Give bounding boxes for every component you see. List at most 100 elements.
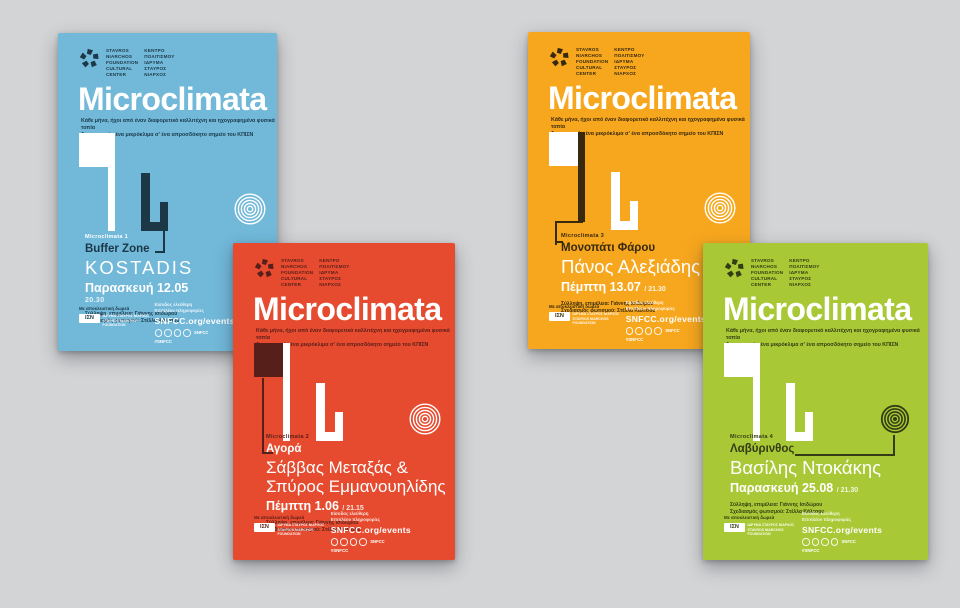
snfcc-logo: STAVROS NIARCHOS FOUNDATION CULTURAL CEN…: [549, 47, 645, 77]
credits: Σύλληψη, επιμέλεια: Γιάννης Ισιδώρου Σχε…: [561, 301, 656, 314]
instagram-icon: [821, 538, 829, 546]
connector-line: [795, 435, 895, 456]
poster-title: Microclimata: [253, 291, 442, 327]
facebook-icon: [330, 538, 339, 546]
square-shape: [549, 132, 583, 166]
snfcc-logo: STAVROS NIARCHOS FOUNDATION CULTURAL CEN…: [79, 48, 175, 78]
instagram-icon: [173, 329, 182, 337]
event-block: Microclimata 3 Μονοπάτι Φάρου Πάνος Αλεξ…: [528, 233, 742, 314]
poster-title: Microclimata: [548, 80, 737, 116]
snfcc-logo-text-en: STAVROS NIARCHOS FOUNDATION CULTURAL CEN…: [281, 258, 314, 287]
snfcc-logo-text-gr: ΚΕΝΤΡΟ ΠΟΛΙΤΙΣΜΟΥ ΙΔΡΥΜΑ ΣΤΑΥΡΟΣ ΝΙΑΡΧΟΣ: [144, 48, 175, 77]
entrance-info: Είσοδος ελεύθερη Επιπλέον πληροφορίες: [154, 302, 204, 313]
social-handle: SNFCC: [370, 539, 385, 545]
labyrinth-icon: [234, 193, 266, 225]
event-date: Πέμπτη 1.06 / 21.15: [266, 499, 364, 513]
youtube-icon: [359, 538, 367, 546]
series-label: Microclimata 1: [85, 234, 129, 240]
poster-subtitle: Κάθε μήνα, ήχοι από έναν διαφορετικό καλ…: [726, 328, 920, 348]
donation-label: Με αποκλειστική δωρεά: [724, 515, 775, 521]
entrance-info: Είσοδος ελεύθερη Επιπλέον πληροφορίες: [330, 511, 381, 522]
event-date: Παρασκευή 12.05 20.30: [85, 281, 269, 304]
event-title: Buffer Zone: [85, 243, 150, 255]
snf-logo-text: ΙΔΡΥΜΑ ΣΤΑΥΡΟΣ ΝΙΑΡΧΟΣ STAVROS NIARCHOS …: [277, 523, 325, 537]
artist-name: Βασίλης Ντοκάκης: [730, 457, 882, 478]
social-icons-row: SNFCC: [154, 329, 263, 337]
connector-line-stub: [556, 241, 563, 243]
social-handle: SNFCC: [841, 539, 856, 545]
snfcc-pinwheel-icon: [79, 48, 100, 69]
bar-shape: [108, 133, 115, 231]
social-handle: SNFCC: [665, 328, 680, 334]
youtube-icon: [830, 538, 838, 546]
square-shape: [724, 343, 758, 377]
snfcc-logo: STAVROS NIARCHOS FOUNDATION CULTURAL CEN…: [254, 258, 350, 288]
labyrinth-icon: [879, 403, 911, 435]
hashtag: #SNFCC: [330, 548, 349, 553]
snfcc-pinwheel-icon: [549, 47, 570, 68]
artist-name: KOSTADIS: [85, 257, 194, 278]
snfcc-logo-text-en: STAVROS NIARCHOS FOUNDATION CULTURAL CEN…: [576, 47, 609, 76]
l-shape: [141, 173, 168, 231]
poster-title: Microclimata: [78, 81, 267, 117]
snf-logo-text: ΙΔΡΥΜΑ ΣΤΑΥΡΟΣ ΝΙΑΡΧΟΣ STAVROS NIARCHOS …: [747, 523, 795, 537]
twitter-icon: [340, 538, 348, 546]
event-date: Πέμπτη 13.07 / 21.30: [561, 280, 666, 294]
snf-logo-text: ΙΔΡΥΜΑ ΣΤΑΥΡΟΣ ΝΙΑΡΧΟΣ STAVROS NIARCHOS …: [572, 312, 620, 326]
twitter-icon: [635, 327, 643, 335]
snfcc-url: SNFCC.org/events: [330, 525, 412, 535]
snfcc-url: SNFCC.org/events: [802, 525, 883, 535]
l-shape: [611, 172, 638, 230]
event-title: Αγορά: [266, 443, 302, 455]
event-block: Microclimata 2 Αγορά Σάββας Μεταξάς & Σπ…: [233, 434, 447, 533]
entrance-info: Είσοδος ελεύθερη Επιπλέον πληροφορίες: [625, 300, 676, 311]
poster-footer: Με αποκλειστική δωρεά ΙΣΝ ΙΔΡΥΜΑ ΣΤΑΥΡΟΣ…: [724, 511, 914, 553]
event-block: Microclimata 1 Buffer Zone KOSTADIS Παρα…: [58, 234, 269, 324]
instagram-icon: [644, 327, 653, 335]
snfcc-url: SNFCC.org/events: [154, 316, 235, 326]
donation-label: Με αποκλειστική δωρεά: [254, 515, 305, 521]
series-label: Microclimata 3: [561, 233, 605, 239]
youtube-icon: [183, 329, 191, 337]
event-time: / 21.15: [342, 505, 364, 512]
snf-logo: ΙΣΝ: [254, 522, 275, 532]
poster-microclimata-1: STAVROS NIARCHOS FOUNDATION CULTURAL CEN…: [58, 33, 277, 351]
artist-name: Σάββας Μεταξάς & Σπύρος Εμμανουηλίδης: [266, 458, 446, 496]
event-time: / 21.30: [836, 487, 859, 494]
poster-title: Microclimata: [723, 291, 912, 327]
event-block: Microclimata 4 Λαβύρινθος Βασίλης Ντοκάκ…: [703, 434, 920, 515]
connector-line: [155, 231, 165, 253]
snfcc-logo-text-gr: ΚΕΝΤΡΟ ΠΟΛΙΤΙΣΜΟΥ ΙΔΡΥΜΑ ΣΤΑΥΡΟΣ ΝΙΑΡΧΟΣ: [614, 47, 645, 76]
snfcc-logo-text-gr: ΚΕΝΤΡΟ ΠΟΛΙΤΙΣΜΟΥ ΙΔΡΥΜΑ ΣΤΑΥΡΟΣ ΝΙΑΡΧΟΣ: [319, 258, 350, 287]
snfcc-url: SNFCC.org/events: [625, 314, 707, 324]
snfcc-logo-text-gr: ΚΕΝΤΡΟ ΠΟΛΙΤΙΣΜΟΥ ΙΔΡΥΜΑ ΣΤΑΥΡΟΣ ΝΙΑΡΧΟΣ: [789, 258, 820, 287]
l-shape: [316, 383, 343, 441]
twitter-icon: [811, 538, 819, 546]
twitter-icon: [164, 329, 172, 337]
hashtag: #SNFCC: [154, 339, 173, 344]
event-time: / 21.30: [644, 286, 666, 293]
l-shape: [786, 383, 813, 441]
entrance-info: Είσοδος ελεύθερη Επιπλέον πληροφορίες: [802, 511, 852, 522]
social-icons-row: SNFCC: [625, 327, 736, 335]
donation-label: Με αποκλειστική δωρεά: [549, 304, 600, 310]
credits: Σύλληψη, επιμέλεια: Γιάννης Ισιδώρου Σχε…: [730, 502, 825, 515]
snf-logo: ΙΣΝ: [724, 522, 745, 532]
event-title: Λαβύρινθος: [730, 443, 795, 455]
artist-name: Πάνος Αλεξιάδης: [561, 256, 701, 277]
facebook-icon: [154, 329, 163, 337]
snfcc-logo: STAVROS NIARCHOS FOUNDATION CULTURAL CEN…: [724, 258, 820, 288]
poster-footer: Με αποκλειστική δωρεά ΙΣΝ ΙΔΡΥΜΑ ΣΤΑΥΡΟΣ…: [254, 511, 441, 553]
snfcc-logo-text-en: STAVROS NIARCHOS FOUNDATION CULTURAL CEN…: [106, 48, 139, 77]
bar-shape: [753, 343, 760, 441]
social-icons-row: SNFCC: [330, 538, 441, 546]
square-shape: [79, 133, 113, 167]
series-label: Microclimata 2: [266, 434, 310, 440]
donation-label: Με αποκλειστική δωρεά: [79, 306, 130, 312]
bar-shape: [578, 132, 585, 222]
bar-shape: [283, 343, 290, 441]
labyrinth-icon: [704, 192, 736, 224]
snfcc-pinwheel-icon: [724, 258, 745, 279]
poster-footer: Με αποκλειστική δωρεά ΙΣΝ ΙΔΡΥΜΑ ΣΤΑΥΡΟΣ…: [549, 300, 736, 342]
